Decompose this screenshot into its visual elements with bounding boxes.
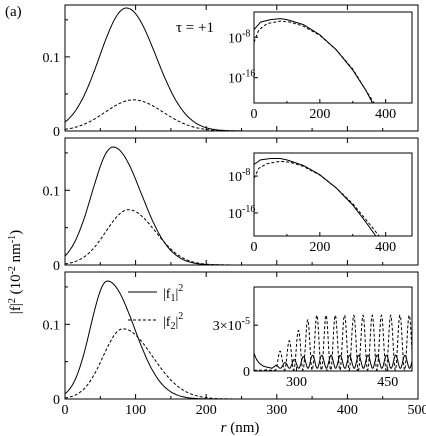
y-tick-label: 0	[53, 393, 60, 408]
inset-x-tick-label: 0	[251, 240, 258, 255]
series-dashed	[64, 328, 418, 400]
x-axis-label: r (nm)	[221, 420, 260, 436]
panel-2: 0 0.1 0 200 400 10-8 10-16	[43, 137, 419, 274]
x-tick-label: 400	[337, 403, 358, 418]
inset-y-tick-label: 10-8	[228, 167, 250, 185]
inset-x-tick-label: 400	[375, 240, 396, 255]
inset-series-solid	[253, 352, 413, 369]
y-axis-label: |f|2 (10-2 nm-1)	[7, 230, 24, 314]
x-tick-label: 200	[196, 403, 217, 418]
x-tick-label: 0	[62, 403, 69, 418]
series-dashed	[64, 209, 418, 266]
inset-2: 0 200 400 10-8 10-16	[228, 152, 413, 255]
inset-x-tick-label: 300	[286, 375, 307, 390]
inset-x-tick-label: 400	[375, 107, 396, 122]
inset-y-tick-label: 0	[243, 365, 250, 380]
inset-frame	[253, 152, 413, 237]
inset-series-dashed	[253, 160, 380, 237]
inset-series-dashed	[253, 20, 375, 104]
y-tick-label: 0.1	[43, 318, 61, 333]
inset-x-tick-label: 450	[377, 375, 398, 390]
panel-3: 0 100 200 300 400 500 0 0.1 300 450 0 3×10-5	[43, 271, 426, 418]
legend-entry-f2: |f2|2	[128, 311, 183, 332]
panel-label: (a)	[5, 4, 22, 20]
x-tick-label: 300	[266, 403, 287, 418]
y-tick-label: 0	[53, 259, 60, 274]
inset-3: 300 450 0 3×10-5	[213, 286, 413, 390]
legend-label-f2: |f2|2	[163, 311, 183, 332]
inset-frame	[253, 11, 413, 104]
x-tick-label: 100	[125, 403, 146, 418]
inset-x-tick-label: 0	[251, 107, 258, 122]
inset-y-tick-label: 10-16	[228, 69, 255, 87]
inset-1: 0 200 400 10-8 10-16	[228, 11, 413, 122]
legend: |f1|2 |f2|2	[128, 283, 183, 332]
y-tick-label: 0.1	[43, 51, 61, 66]
x-tick-label: 500	[408, 403, 426, 418]
panel-1: 0 0.1 τ = +1 0 200 400 10-8 10-16	[43, 4, 419, 140]
legend-label-f1: |f1|2	[163, 283, 183, 304]
tau-annotation: τ = +1	[176, 20, 214, 36]
panels: 0 0.1 τ = +1 0 200 400 10-8 10-16 0 0.1 0 200 400 10-…	[43, 4, 426, 418]
inset-series-solid	[253, 158, 377, 237]
legend-entry-f1: |f1|2	[128, 283, 183, 304]
y-tick-label: 0	[53, 125, 60, 140]
inset-y-tick-label: 10-8	[228, 28, 250, 46]
inset-series-dashed	[254, 314, 413, 372]
inset-x-tick-label: 200	[309, 240, 330, 255]
inset-y-tick-label: 10-16	[228, 204, 255, 222]
inset-x-tick-label: 200	[309, 107, 330, 122]
series-dashed	[64, 99, 418, 132]
y-tick-label: 0.1	[43, 184, 61, 199]
inset-y-tick-label: 3×10-5	[213, 316, 250, 334]
